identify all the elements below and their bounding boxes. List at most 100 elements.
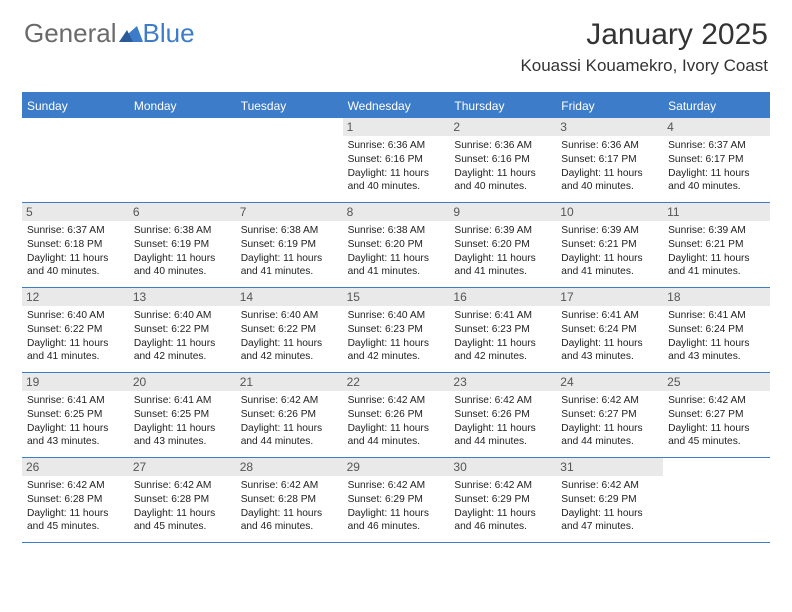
day-number: 6 xyxy=(129,203,236,221)
day-number: 1 xyxy=(343,118,450,136)
day-number: 18 xyxy=(663,288,770,306)
day-number: 29 xyxy=(343,458,450,476)
weeks-container: 1Sunrise: 6:36 AMSunset: 6:16 PMDaylight… xyxy=(22,118,770,543)
day-number: 10 xyxy=(556,203,663,221)
day-cell: 29 Sunrise: 6:42 AMSunset: 6:29 PMDayligh… xyxy=(343,458,450,542)
week-row: 26 Sunrise: 6:42 AMSunset: 6:28 PMDayligh… xyxy=(22,458,770,543)
day-details: Sunrise: 6:38 AMSunset: 6:20 PMDaylight:… xyxy=(348,224,445,279)
day-cell: 15 Sunrise: 6:40 AMSunset: 6:23 PMDayligh… xyxy=(343,288,450,372)
day-details: Sunrise: 6:40 AMSunset: 6:23 PMDaylight:… xyxy=(348,309,445,364)
day-cell: 26 Sunrise: 6:42 AMSunset: 6:28 PMDayligh… xyxy=(22,458,129,542)
day-details: Sunrise: 6:42 AMSunset: 6:26 PMDaylight:… xyxy=(241,394,338,449)
day-details: Sunrise: 6:42 AMSunset: 6:28 PMDaylight:… xyxy=(27,479,124,534)
day-cell: 24 Sunrise: 6:42 AMSunset: 6:27 PMDayligh… xyxy=(556,373,663,457)
empty-cell xyxy=(663,458,770,542)
day-details: Sunrise: 6:42 AMSunset: 6:26 PMDaylight:… xyxy=(454,394,551,449)
day-number: 24 xyxy=(556,373,663,391)
day-cell: 30Sunrise: 6:42 AMSunset: 6:29 PMDayligh… xyxy=(449,458,556,542)
day-number: 15 xyxy=(343,288,450,306)
day-cell: 28 Sunrise: 6:42 AMSunset: 6:28 PMDayligh… xyxy=(236,458,343,542)
empty-cell xyxy=(129,118,236,202)
dayname-saturday: Saturday xyxy=(663,94,770,118)
day-cell: 17 Sunrise: 6:41 AMSunset: 6:24 PMDayligh… xyxy=(556,288,663,372)
day-details: Sunrise: 6:37 AMSunset: 6:17 PMDaylight:… xyxy=(668,139,765,194)
day-details: Sunrise: 6:40 AMSunset: 6:22 PMDaylight:… xyxy=(134,309,231,364)
day-cell: 8 Sunrise: 6:38 AMSunset: 6:20 PMDaylight… xyxy=(343,203,450,287)
dayname-tuesday: Tuesday xyxy=(236,94,343,118)
day-number: 13 xyxy=(129,288,236,306)
day-number: 16 xyxy=(449,288,556,306)
day-number: 31 xyxy=(556,458,663,476)
day-cell: 2Sunrise: 6:36 AMSunset: 6:16 PMDaylight… xyxy=(449,118,556,202)
day-number: 30 xyxy=(449,458,556,476)
day-details: Sunrise: 6:42 AMSunset: 6:28 PMDaylight:… xyxy=(134,479,231,534)
day-cell: 16 Sunrise: 6:41 AMSunset: 6:23 PMDayligh… xyxy=(449,288,556,372)
dayname-sunday: Sunday xyxy=(22,94,129,118)
day-details: Sunrise: 6:42 AMSunset: 6:27 PMDaylight:… xyxy=(561,394,658,449)
brand-mark-icon xyxy=(119,18,143,49)
day-cell: 18 Sunrise: 6:41 AMSunset: 6:24 PMDayligh… xyxy=(663,288,770,372)
day-number: 19 xyxy=(22,373,129,391)
day-number: 20 xyxy=(129,373,236,391)
brand-word1: General xyxy=(24,18,117,49)
day-number: 28 xyxy=(236,458,343,476)
day-cell: 22Sunrise: 6:42 AMSunset: 6:26 PMDayligh… xyxy=(343,373,450,457)
brand-logo: General Blue xyxy=(24,18,195,49)
day-cell: 7Sunrise: 6:38 AMSunset: 6:19 PMDaylight… xyxy=(236,203,343,287)
day-details: Sunrise: 6:38 AMSunset: 6:19 PMDaylight:… xyxy=(241,224,338,279)
day-number: 14 xyxy=(236,288,343,306)
day-number: 4 xyxy=(663,118,770,136)
day-details: Sunrise: 6:42 AMSunset: 6:28 PMDaylight:… xyxy=(241,479,338,534)
dayname-wednesday: Wednesday xyxy=(343,94,450,118)
day-cell: 23 Sunrise: 6:42 AMSunset: 6:26 PMDayligh… xyxy=(449,373,556,457)
day-details: Sunrise: 6:42 AMSunset: 6:29 PMDaylight:… xyxy=(348,479,445,534)
day-details: Sunrise: 6:41 AMSunset: 6:24 PMDaylight:… xyxy=(668,309,765,364)
day-cell: 12Sunrise: 6:40 AMSunset: 6:22 PMDayligh… xyxy=(22,288,129,372)
day-cell: 3Sunrise: 6:36 AMSunset: 6:17 PMDaylight… xyxy=(556,118,663,202)
day-cell: 27 Sunrise: 6:42 AMSunset: 6:28 PMDayligh… xyxy=(129,458,236,542)
day-details: Sunrise: 6:41 AMSunset: 6:25 PMDaylight:… xyxy=(27,394,124,449)
day-details: Sunrise: 6:42 AMSunset: 6:29 PMDaylight:… xyxy=(561,479,658,534)
day-number: 9 xyxy=(449,203,556,221)
day-number: 11 xyxy=(663,203,770,221)
day-details: Sunrise: 6:41 AMSunset: 6:23 PMDaylight:… xyxy=(454,309,551,364)
day-number: 25 xyxy=(663,373,770,391)
day-cell: 11Sunrise: 6:39 AMSunset: 6:21 PMDayligh… xyxy=(663,203,770,287)
day-details: Sunrise: 6:36 AMSunset: 6:16 PMDaylight:… xyxy=(454,139,551,194)
calendar: SundayMondayTuesdayWednesdayThursdayFrid… xyxy=(22,92,770,543)
day-number: 17 xyxy=(556,288,663,306)
day-details: Sunrise: 6:41 AMSunset: 6:24 PMDaylight:… xyxy=(561,309,658,364)
day-details: Sunrise: 6:36 AMSunset: 6:16 PMDaylight:… xyxy=(348,139,445,194)
location-label: Kouassi Kouamekro, Ivory Coast xyxy=(520,56,768,76)
day-cell: 10 Sunrise: 6:39 AMSunset: 6:21 PMDayligh… xyxy=(556,203,663,287)
brand-word2: Blue xyxy=(143,18,195,49)
week-row: 1Sunrise: 6:36 AMSunset: 6:16 PMDaylight… xyxy=(22,118,770,203)
dayname-monday: Monday xyxy=(129,94,236,118)
header: General Blue January 2025 Kouassi Kouame… xyxy=(0,0,792,82)
day-cell: 5Sunrise: 6:37 AMSunset: 6:18 PMDaylight… xyxy=(22,203,129,287)
day-number: 21 xyxy=(236,373,343,391)
day-number: 27 xyxy=(129,458,236,476)
day-cell: 9 Sunrise: 6:39 AMSunset: 6:20 PMDaylight… xyxy=(449,203,556,287)
day-number: 26 xyxy=(22,458,129,476)
day-details: Sunrise: 6:36 AMSunset: 6:17 PMDaylight:… xyxy=(561,139,658,194)
empty-cell xyxy=(236,118,343,202)
week-row: 12 Sunrise: 6:40 AMSunset: 6:22 PMDayligh… xyxy=(22,288,770,373)
day-details: Sunrise: 6:42 AMSunset: 6:26 PMDaylight:… xyxy=(348,394,445,449)
day-number: 5 xyxy=(22,203,129,221)
dayname-thursday: Thursday xyxy=(449,94,556,118)
day-number: 23 xyxy=(449,373,556,391)
day-cell: 13 Sunrise: 6:40 AMSunset: 6:22 PMDayligh… xyxy=(129,288,236,372)
dayname-row: SundayMondayTuesdayWednesdayThursdayFrid… xyxy=(22,94,770,118)
day-details: Sunrise: 6:39 AMSunset: 6:20 PMDaylight:… xyxy=(454,224,551,279)
day-cell: 21 Sunrise: 6:42 AMSunset: 6:26 PMDayligh… xyxy=(236,373,343,457)
day-details: Sunrise: 6:38 AMSunset: 6:19 PMDaylight:… xyxy=(134,224,231,279)
day-cell: 1 Sunrise: 6:36 AMSunset: 6:16 PMDaylight… xyxy=(343,118,450,202)
day-number: 12 xyxy=(22,288,129,306)
day-details: Sunrise: 6:41 AMSunset: 6:25 PMDaylight:… xyxy=(134,394,231,449)
day-number: 8 xyxy=(343,203,450,221)
day-details: Sunrise: 6:40 AMSunset: 6:22 PMDaylight:… xyxy=(241,309,338,364)
day-details: Sunrise: 6:39 AMSunset: 6:21 PMDaylight:… xyxy=(561,224,658,279)
dayname-friday: Friday xyxy=(556,94,663,118)
day-cell: 25Sunrise: 6:42 AMSunset: 6:27 PMDayligh… xyxy=(663,373,770,457)
